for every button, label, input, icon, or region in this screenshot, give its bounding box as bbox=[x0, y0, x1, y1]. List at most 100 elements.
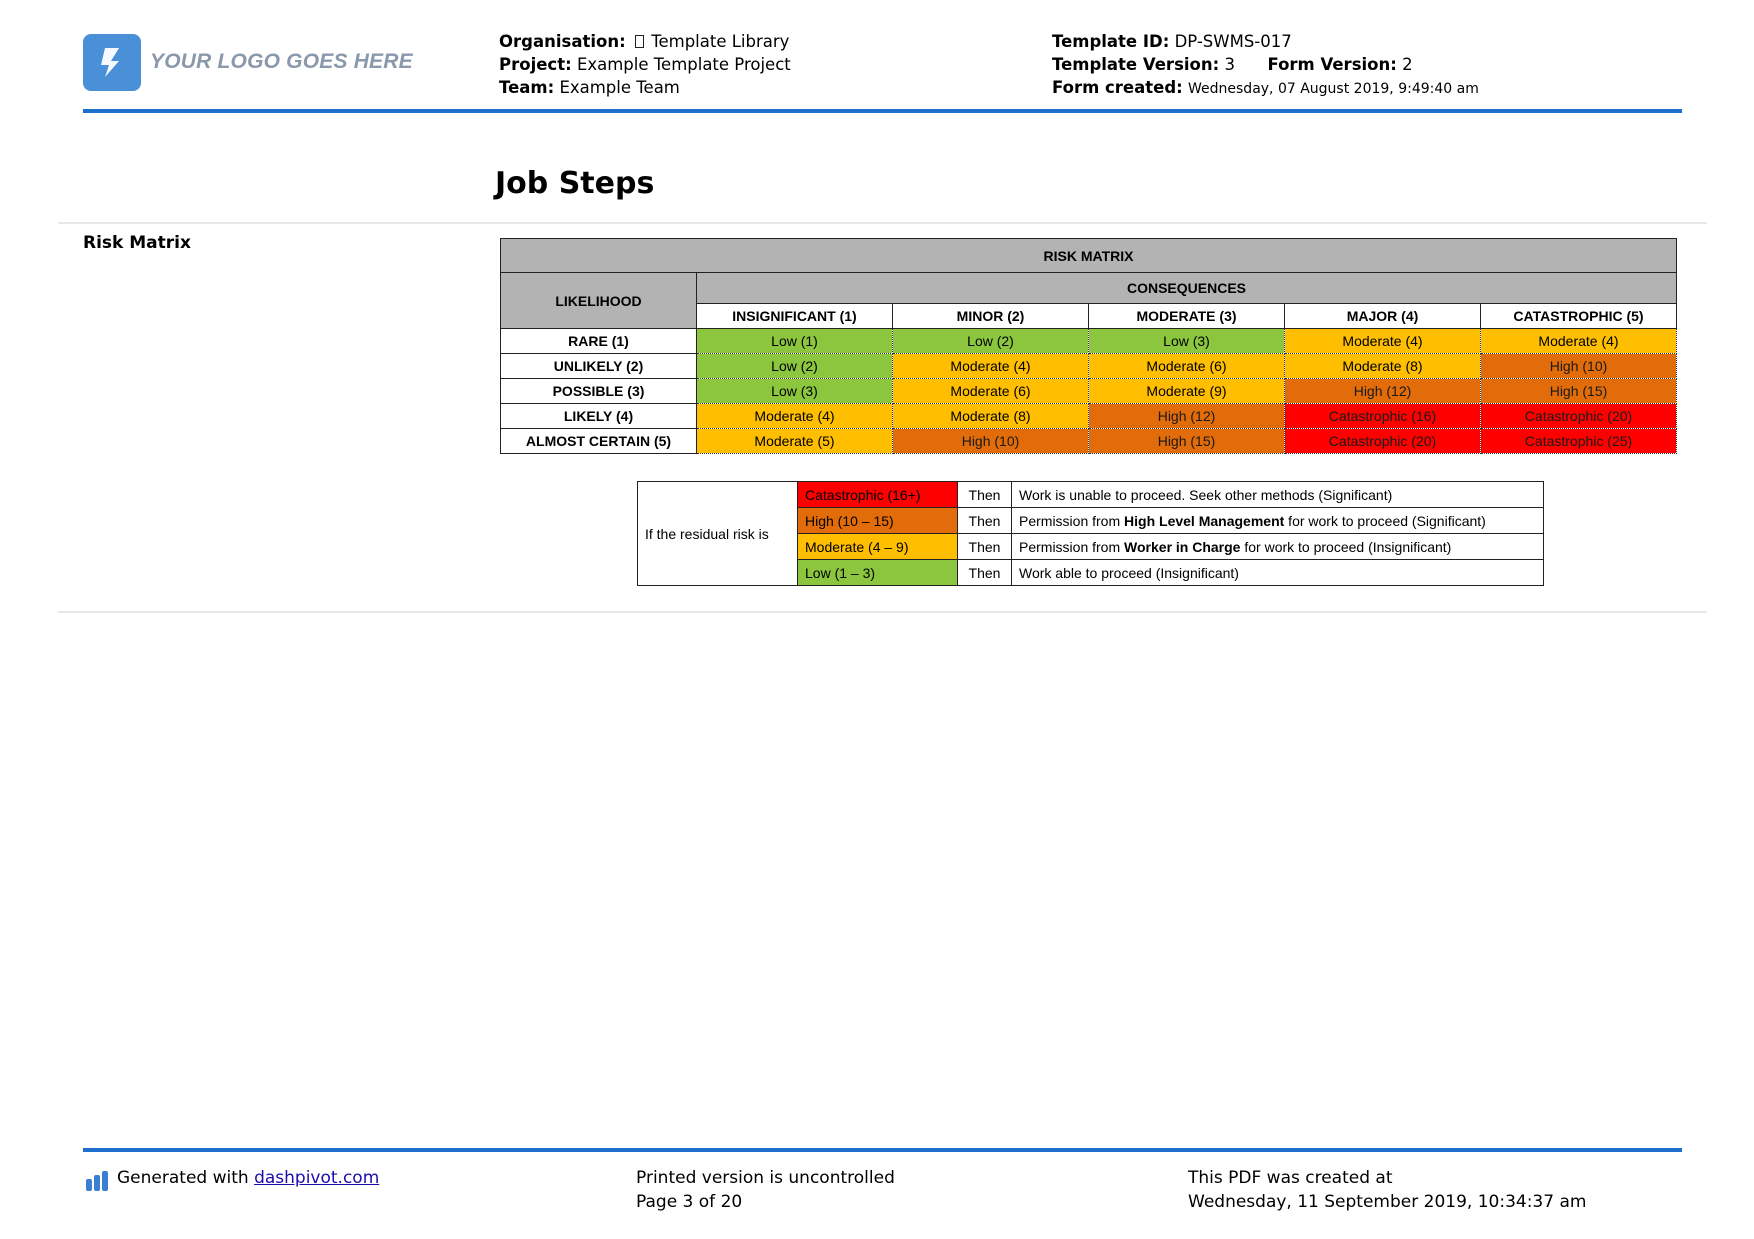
risk-cell-moderate: Moderate (6) bbox=[1088, 353, 1285, 379]
team-value: Example Team bbox=[559, 78, 680, 97]
risk-matrix-row: UNLIKELY (2) Low (2) Moderate (4) Moderate … bbox=[500, 353, 1677, 379]
risk-cell-high: High (10) bbox=[1480, 353, 1677, 379]
footer-divider bbox=[83, 1148, 1682, 1152]
legend-action: Permission from High Level Management fo… bbox=[1011, 507, 1544, 534]
consequence-column-header: MODERATE (3) bbox=[1088, 303, 1285, 329]
header-divider bbox=[83, 109, 1682, 113]
project-label: Project: bbox=[499, 55, 572, 74]
risk-cell-high: High (15) bbox=[1088, 428, 1285, 454]
legend-row: If the residual risk is Catastrophic (16+… bbox=[637, 481, 1544, 586]
risk-matrix-row: RARE (1) Low (1) Low (2) Low (3) Moderate (4… bbox=[500, 328, 1677, 354]
risk-cell-catastrophic: Catastrophic (16) bbox=[1284, 403, 1481, 429]
template-version-value: 3 bbox=[1224, 55, 1235, 74]
header-project-info: Organisation: Template Library Project: … bbox=[499, 30, 791, 99]
legend-row: Low (1 – 3) Then Work able to proceed (Ins… bbox=[638, 559, 1544, 586]
form-created-value: Wednesday, 07 August 2019, 9:49:40 am bbox=[1188, 81, 1479, 97]
template-id-label: Template ID: bbox=[1052, 32, 1170, 51]
section-divider bbox=[58, 222, 1707, 224]
template-id-value: DP-SWMS-017 bbox=[1174, 32, 1292, 51]
legend-level-high: High (10 – 15) bbox=[797, 507, 958, 534]
page-number: Page 3 of 20 bbox=[636, 1192, 743, 1212]
company-logo-icon bbox=[83, 34, 141, 91]
risk-matrix-row: LIKELY (4) Moderate (4) Moderate (8) High (… bbox=[500, 403, 1677, 429]
legend-action-emphasis: High Level Management bbox=[1124, 512, 1285, 529]
likelihood-row-label: ALMOST CERTAIN (5) bbox=[500, 428, 697, 454]
risk-cell-high: High (15) bbox=[1480, 378, 1677, 404]
risk-cell-catastrophic: Catastrophic (25) bbox=[1480, 428, 1677, 454]
organisation-value: Template Library bbox=[651, 32, 790, 51]
legend-action-text: for work to proceed (Significant) bbox=[1284, 512, 1486, 529]
consequence-column-headers: INSIGNIFICANT (1) MINOR (2) MODERATE (3) MA… bbox=[501, 303, 1677, 329]
likelihood-row-label: POSSIBLE (3) bbox=[500, 378, 697, 404]
legend-level-moderate: Moderate (4 – 9) bbox=[797, 533, 958, 560]
risk-matrix-title: RISK MATRIX bbox=[500, 238, 1677, 273]
risk-matrix-row: POSSIBLE (3) Low (3) Moderate (6) Moderate … bbox=[500, 378, 1677, 404]
pdf-created-label: This PDF was created at bbox=[1188, 1168, 1393, 1188]
risk-legend-table: If the residual risk is Catastrophic (16+… bbox=[637, 481, 1544, 586]
consequence-column-header: CATASTROPHIC (5) bbox=[1480, 303, 1677, 329]
team-label: Team: bbox=[499, 78, 555, 97]
legend-action-text: Work able to proceed (Insignificant) bbox=[1019, 564, 1239, 581]
risk-cell-low: Low (1) bbox=[696, 328, 893, 354]
form-version-value: 2 bbox=[1402, 55, 1413, 74]
organisation-label: Organisation: bbox=[499, 32, 626, 51]
template-version-label: Template Version: bbox=[1052, 55, 1220, 74]
legend-action: Work able to proceed (Insignificant) bbox=[1011, 559, 1544, 586]
section-bottom-divider bbox=[58, 611, 1707, 613]
uncontrolled-notice: Printed version is uncontrolled bbox=[636, 1168, 895, 1188]
section-title: Job Steps bbox=[495, 166, 655, 201]
footer-pdf-created: This PDF was created at Wednesday, 11 Se… bbox=[1188, 1166, 1586, 1214]
consequence-column-header: MAJOR (4) bbox=[1284, 303, 1481, 329]
logo-placeholder-text: YOUR LOGO GOES HERE bbox=[150, 50, 413, 73]
risk-cell-low: Low (2) bbox=[892, 328, 1089, 354]
legend-level-catastrophic: Catastrophic (16+) bbox=[797, 481, 958, 508]
legend-action: Permission from Worker in Charge for wor… bbox=[1011, 533, 1544, 560]
risk-cell-catastrophic: Catastrophic (20) bbox=[1480, 403, 1677, 429]
risk-cell-high: High (12) bbox=[1088, 403, 1285, 429]
likelihood-row-label: UNLIKELY (2) bbox=[500, 353, 697, 379]
likelihood-header: LIKELIHOOD bbox=[500, 272, 697, 329]
risk-cell-low: Low (3) bbox=[696, 378, 893, 404]
risk-cell-moderate: Moderate (4) bbox=[696, 403, 893, 429]
form-created-label: Form created: bbox=[1052, 78, 1183, 97]
legend-action-text: for work to proceed (Insignificant) bbox=[1240, 538, 1452, 555]
risk-cell-moderate: Moderate (4) bbox=[1284, 328, 1481, 354]
footer-generated: Generated with dashpivot.com bbox=[117, 1166, 379, 1190]
legend-action-text: Permission from bbox=[1019, 538, 1125, 555]
risk-cell-moderate: Moderate (5) bbox=[696, 428, 893, 454]
risk-cell-high: High (12) bbox=[1284, 378, 1481, 404]
pdf-created-value: Wednesday, 11 September 2019, 10:34:37 a… bbox=[1188, 1192, 1587, 1212]
dashpivot-link[interactable]: dashpivot.com bbox=[254, 1168, 380, 1188]
legend-then: Then bbox=[957, 481, 1012, 508]
footer-control-info: Printed version is uncontrolled Page 3 o… bbox=[636, 1166, 895, 1214]
legend-row: High (10 – 15) Then Permission from High L… bbox=[638, 507, 1544, 534]
building-icon bbox=[634, 35, 644, 48]
risk-cell-low: Low (2) bbox=[696, 353, 893, 379]
risk-matrix-row: ALMOST CERTAIN (5) Moderate (5) High (10) H… bbox=[500, 428, 1677, 454]
legend-then: Then bbox=[957, 559, 1012, 586]
generated-prefix: Generated with bbox=[117, 1168, 255, 1188]
risk-cell-low: Low (3) bbox=[1088, 328, 1285, 354]
dashpivot-bars-icon bbox=[86, 1171, 110, 1191]
legend-row: Moderate (4 – 9) Then Permission from Work… bbox=[638, 533, 1544, 560]
form-version-label: Form Version: bbox=[1267, 55, 1397, 74]
likelihood-row-label: RARE (1) bbox=[500, 328, 697, 354]
consequence-column-header: MINOR (2) bbox=[892, 303, 1089, 329]
legend-action-text: Work is unable to proceed. Seek other me… bbox=[1019, 486, 1393, 503]
risk-cell-moderate: Moderate (4) bbox=[1480, 328, 1677, 354]
legend-action-text: Permission from bbox=[1019, 512, 1125, 529]
legend-action: Work is unable to proceed. Seek other me… bbox=[1011, 481, 1544, 508]
legend-level-low: Low (1 – 3) bbox=[797, 559, 958, 586]
risk-cell-moderate: Moderate (8) bbox=[1284, 353, 1481, 379]
consequence-column-header: INSIGNIFICANT (1) bbox=[696, 303, 893, 329]
legend-then: Then bbox=[957, 507, 1012, 534]
legend-action-emphasis: Worker in Charge bbox=[1124, 538, 1241, 555]
risk-cell-moderate: Moderate (9) bbox=[1088, 378, 1285, 404]
risk-cell-moderate: Moderate (4) bbox=[892, 353, 1089, 379]
field-label-risk-matrix: Risk Matrix bbox=[83, 233, 191, 253]
risk-cell-moderate: Moderate (8) bbox=[892, 403, 1089, 429]
legend-then: Then bbox=[957, 533, 1012, 560]
risk-matrix-table: RISK MATRIX LIKELIHOOD CONSEQUENCES INSI… bbox=[500, 238, 1677, 454]
risk-cell-high: High (10) bbox=[892, 428, 1089, 454]
consequences-header: CONSEQUENCES bbox=[696, 272, 1677, 304]
